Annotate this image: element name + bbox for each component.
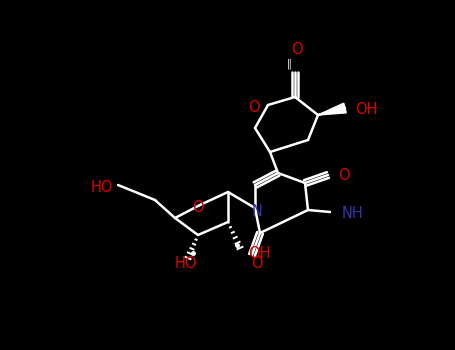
Text: O: O — [251, 256, 263, 271]
Text: HO: HO — [91, 180, 113, 195]
Text: ‖: ‖ — [287, 59, 292, 69]
Text: OH: OH — [248, 245, 271, 260]
Text: O: O — [291, 42, 303, 57]
Text: N: N — [252, 204, 263, 219]
Polygon shape — [318, 103, 346, 115]
Text: O: O — [192, 199, 204, 215]
Text: HO: HO — [175, 257, 197, 272]
Text: NH: NH — [342, 206, 364, 222]
Text: O: O — [338, 168, 349, 182]
Text: OH: OH — [355, 103, 378, 118]
Text: O: O — [248, 99, 260, 114]
